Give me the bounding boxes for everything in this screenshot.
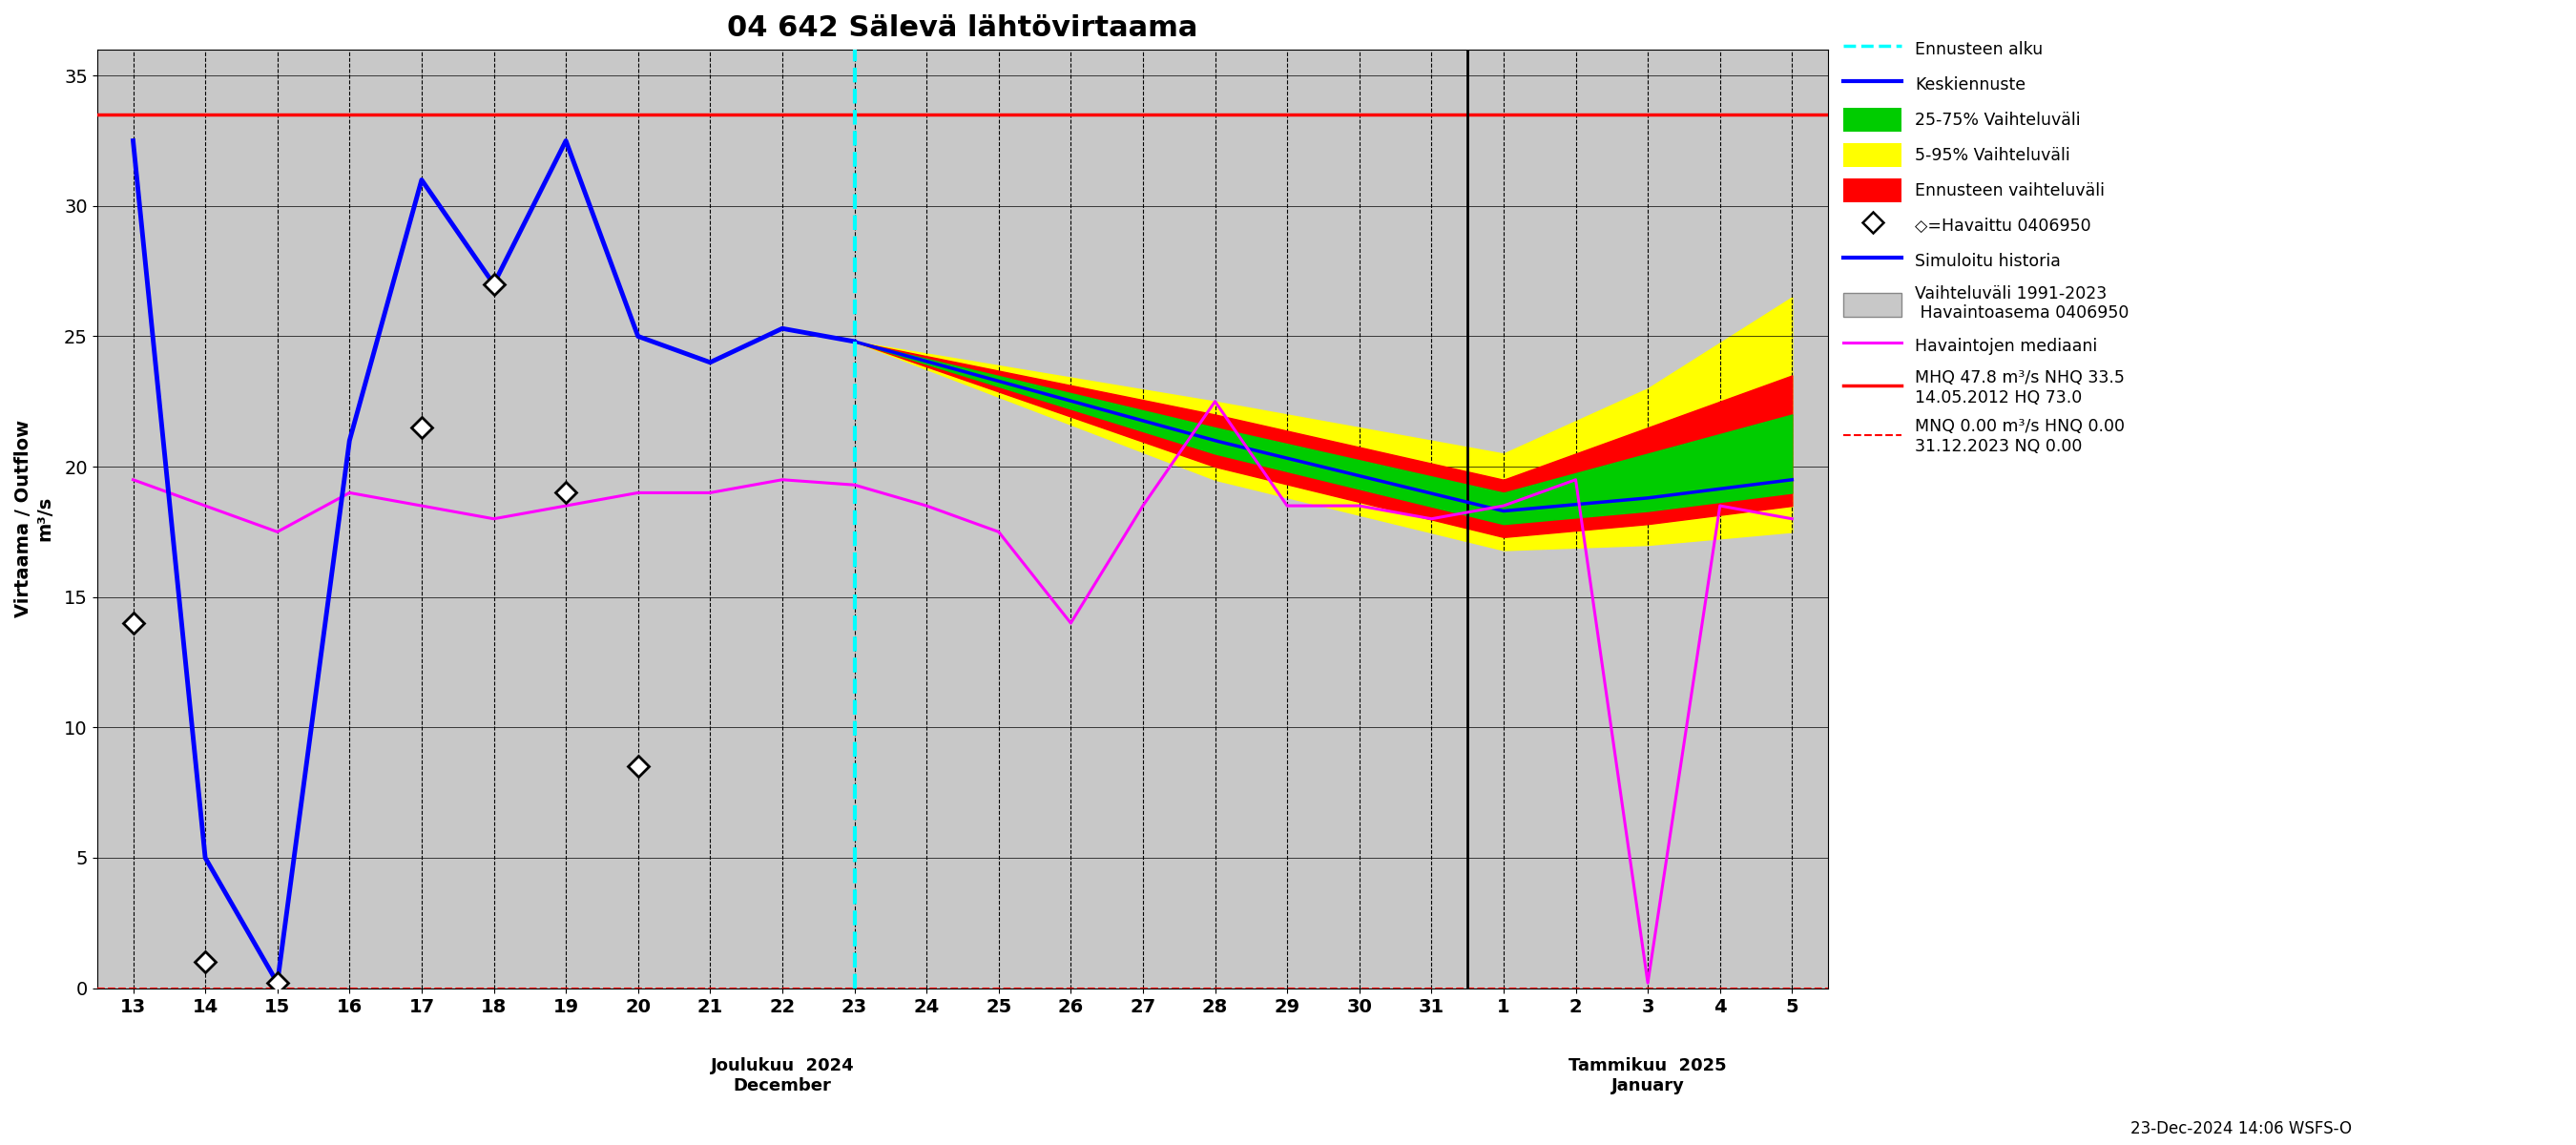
Text: 23-Dec-2024 14:06 WSFS-O: 23-Dec-2024 14:06 WSFS-O <box>2130 1120 2352 1137</box>
Y-axis label: Virtaama / Outflow
m³/s: Virtaama / Outflow m³/s <box>15 420 54 617</box>
Title: 04 642 Sälevä lähtövirtaama: 04 642 Sälevä lähtövirtaama <box>726 14 1198 42</box>
Legend: Ennusteen alku, Keskiennuste, 25-75% Vaihteluväli, 5-95% Vaihteluväli, Ennusteen: Ennusteen alku, Keskiennuste, 25-75% Vai… <box>1837 31 2136 461</box>
Text: Tammikuu  2025
January: Tammikuu 2025 January <box>1569 1057 1726 1095</box>
Text: Joulukuu  2024
December: Joulukuu 2024 December <box>711 1057 855 1095</box>
